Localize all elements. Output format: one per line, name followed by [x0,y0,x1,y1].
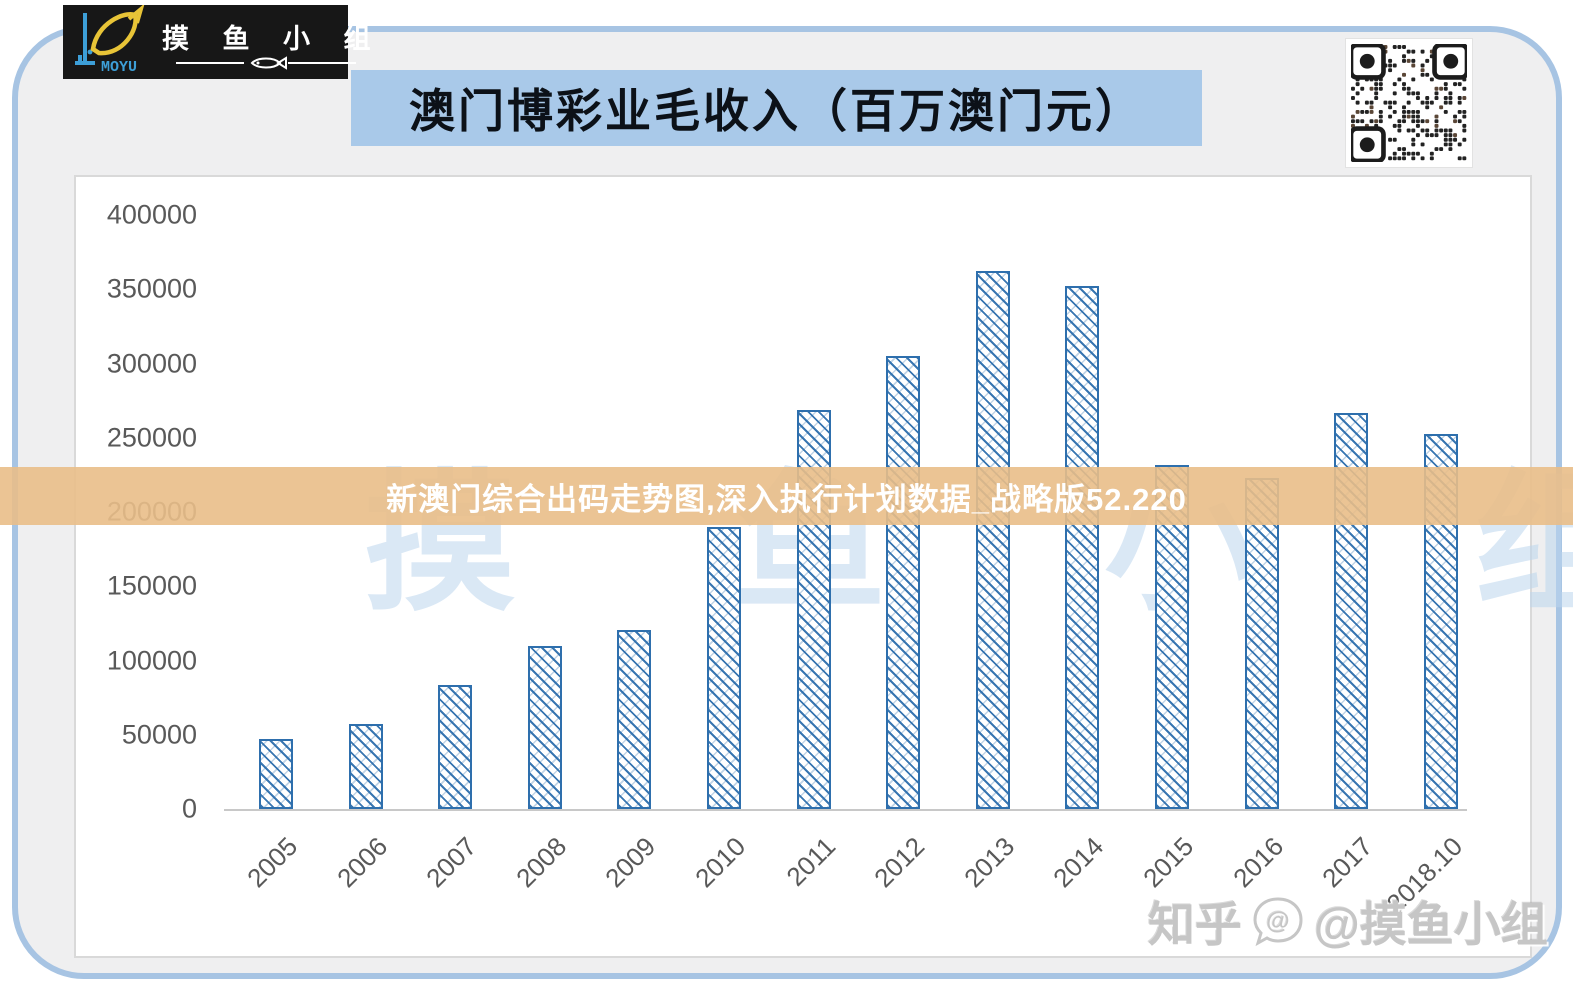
overlay-banner: 新澳门综合出码走势图,深入执行计划数据_战略版52.220 [0,467,1573,525]
bar-2006 [349,724,383,809]
x-axis-tick-label: 2013 [957,831,1021,894]
y-axis-tick-label: 400000 [106,199,197,230]
bar-2010 [707,527,741,809]
x-axis-tick-label: 2007 [420,831,483,894]
y-axis-tick-label: 0 [181,793,197,824]
x-axis-tick-label: 2009 [599,831,662,894]
x-axis-tick-label: 2006 [330,831,393,894]
y-axis-tick-label: 150000 [106,570,197,601]
credit-watermark: 知乎 @ @摸鱼小组 [1148,886,1548,955]
bar-2007 [438,685,472,809]
fish-icon: MOYU [63,3,149,79]
y-axis-tick-label: 300000 [106,348,197,378]
brand-underline [176,55,357,70]
bar-2012 [886,356,920,809]
bar-2008 [528,646,562,809]
x-axis-tick-label: 2005 [241,831,304,894]
chart-area: 摸 鱼 小 组 05000010000015000020000025000030… [74,175,1573,958]
brand-name: MOYU [101,59,137,76]
svg-text:@: @ [1266,908,1289,935]
bar-2014 [1065,286,1099,809]
x-axis-tick-label: 2012 [868,831,931,894]
brand-name-cn: 摸 鱼 小 组 [162,23,384,54]
bar-2016 [1245,478,1279,809]
bar-2013 [976,271,1010,809]
y-axis-tick-label: 50000 [121,719,197,750]
bar-2009 [617,630,651,809]
y-axis-tick-label: 350000 [106,273,197,304]
x-axis-tick-label: 2011 [780,831,841,892]
overlay-banner-text: 新澳门综合出码走势图,深入执行计划数据_战略版52.220 [386,481,1187,517]
credit-handle: @摸鱼小组 [1314,898,1548,951]
bar-2005 [259,739,293,809]
y-axis-tick-label: 250000 [106,422,197,453]
qr-code [1345,38,1473,168]
credit-site: 知乎 [1148,898,1242,951]
page-title: 澳门博彩业毛收入（百万澳门元） [409,85,1144,137]
speech-bubble-icon: @ [1253,896,1303,946]
x-axis-tick-label: 2008 [509,831,573,894]
small-fish-icon [244,55,289,70]
x-axis-tick-label: 2010 [689,831,752,894]
chart-watermark-text: 摸 鱼 小 组 [364,459,1573,629]
x-axis-line [224,809,1467,811]
brand-logo: MOYU 摸 鱼 小 组 [63,3,371,79]
y-axis-tick-label: 100000 [106,645,197,675]
page-title-bar: 澳门博彩业毛收入（百万澳门元） [351,70,1202,146]
x-axis-tick-label: 2014 [1047,831,1110,894]
